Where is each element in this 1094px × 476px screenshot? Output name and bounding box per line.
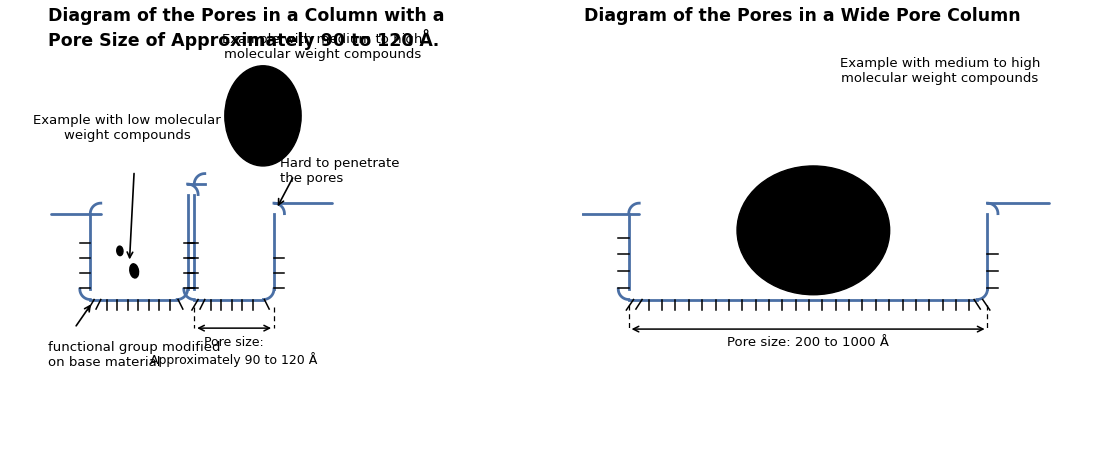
Text: Pore size:
Approximately 90 to 120 Å: Pore size: Approximately 90 to 120 Å bbox=[151, 336, 317, 366]
Text: Example with medium to high
molecular weight compounds: Example with medium to high molecular we… bbox=[222, 33, 422, 61]
Text: functional group modified
on base material: functional group modified on base materi… bbox=[48, 340, 221, 368]
Text: Hard to penetrate
the pores: Hard to penetrate the pores bbox=[280, 157, 399, 185]
Ellipse shape bbox=[117, 247, 123, 256]
Text: Example with medium to high
molecular weight compounds: Example with medium to high molecular we… bbox=[839, 57, 1040, 85]
Text: Example with low molecular
weight compounds: Example with low molecular weight compou… bbox=[33, 114, 221, 142]
Ellipse shape bbox=[130, 264, 139, 278]
Ellipse shape bbox=[737, 167, 889, 295]
Text: Diagram of the Pores in a Wide Pore Column: Diagram of the Pores in a Wide Pore Colu… bbox=[584, 7, 1021, 25]
Text: Pore size: 200 to 1000 Å: Pore size: 200 to 1000 Å bbox=[728, 335, 889, 348]
Ellipse shape bbox=[224, 67, 301, 167]
Text: Diagram of the Pores in a Column with a
Pore Size of Approximately 90 to 120 Å.: Diagram of the Pores in a Column with a … bbox=[48, 7, 445, 50]
